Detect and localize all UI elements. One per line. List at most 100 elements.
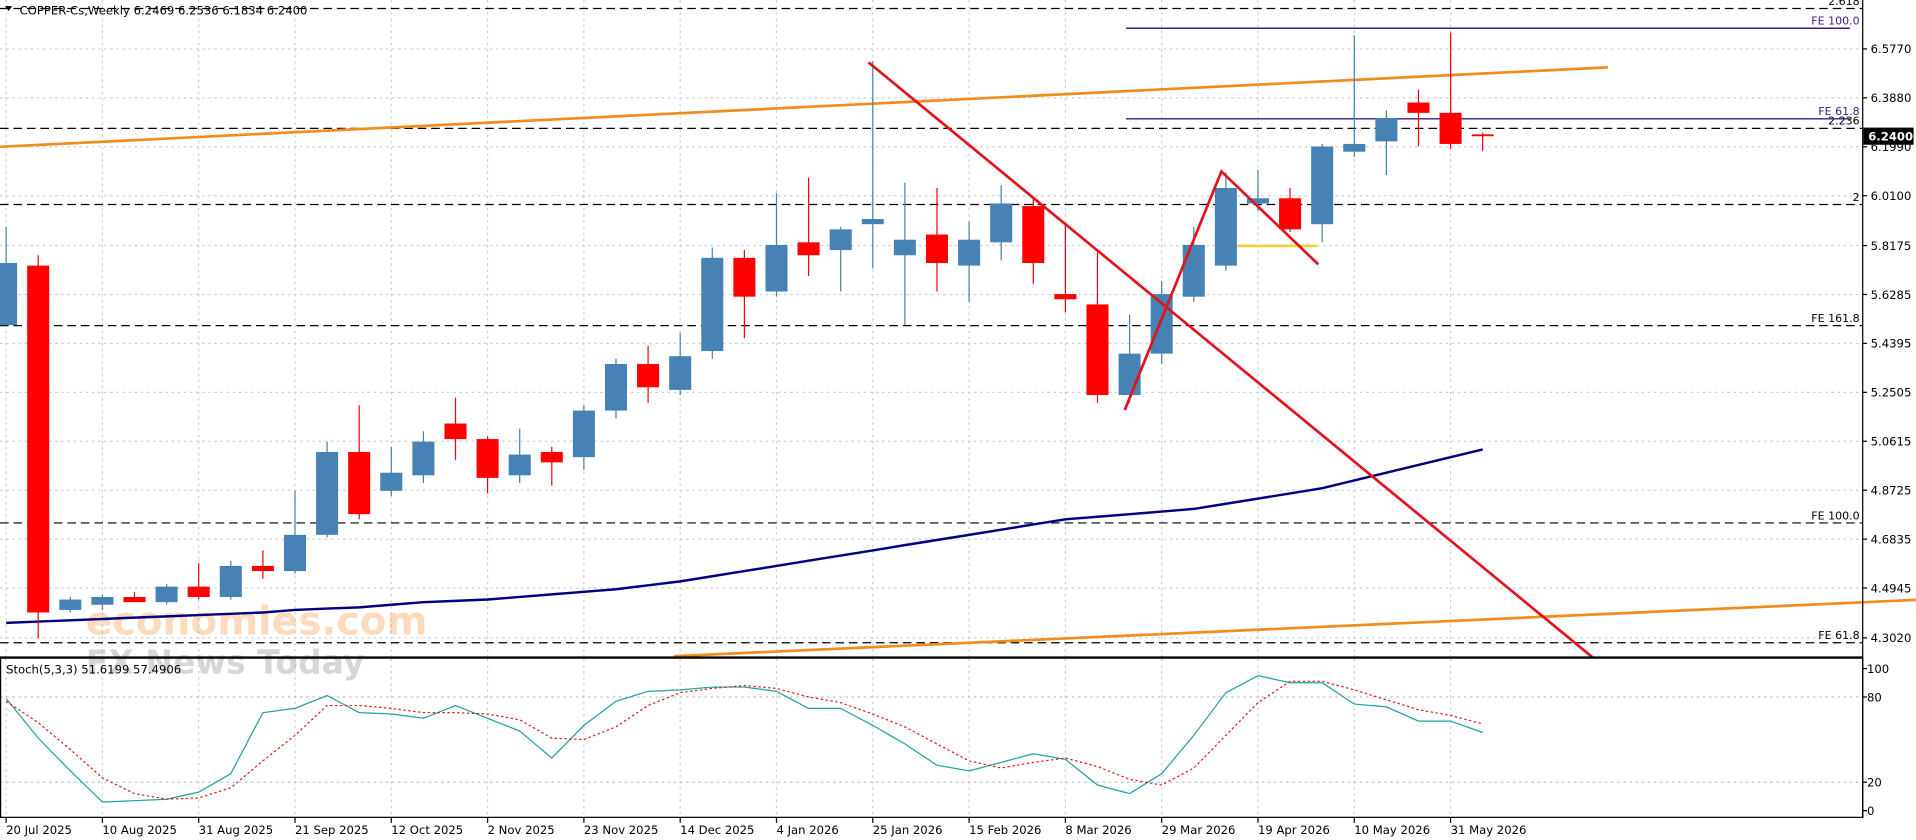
candle-body <box>1279 198 1302 230</box>
candle-body <box>637 363 660 388</box>
candle-body <box>861 219 884 225</box>
y-tick-label: 6.3880 <box>1871 91 1912 105</box>
moving-average <box>6 448 1483 625</box>
stoch-line <box>5 680 1483 800</box>
main-layer: 6.57706.38806.19906.01005.81755.62855.43… <box>0 0 1916 681</box>
trend-line <box>673 598 1916 658</box>
candle-body <box>1086 304 1109 396</box>
candle-body <box>251 565 274 572</box>
candle-body <box>1214 187 1237 266</box>
chart-title: COPPER-Cs,Weekly 6.2469 6.2536 6.1834 6.… <box>20 4 308 18</box>
stoch-title: Stoch(5,3,3) 51.6199 57.4906 <box>6 662 181 676</box>
candle-body <box>765 244 788 292</box>
watermark: FX News Today <box>86 642 365 681</box>
trend-line <box>867 61 1594 659</box>
candle-body <box>540 452 563 463</box>
y-tick-label: 5.2505 <box>1871 386 1912 400</box>
level-label: 2.236 <box>1828 115 1860 128</box>
candle-body <box>508 454 531 476</box>
x-tick-label: 21 Sep 2025 <box>295 823 369 837</box>
x-tick-label: 10 Aug 2025 <box>102 823 176 837</box>
candle-body <box>1246 198 1270 204</box>
candle-body <box>1471 134 1494 137</box>
last-price-label: 6.2400 <box>1868 129 1913 143</box>
x-tick-label: 20 Jul 2025 <box>6 823 72 837</box>
candle-body <box>829 229 852 251</box>
stoch-line <box>5 675 1483 803</box>
level-label: FE 161.8 <box>1811 312 1859 325</box>
candle-body <box>701 257 724 352</box>
x-tick-label: 31 May 2026 <box>1451 823 1527 837</box>
y-tick-label: 20 <box>1867 775 1882 789</box>
x-tick-label: 15 Feb 2026 <box>969 823 1041 837</box>
candle-body <box>1118 353 1141 396</box>
candle-body <box>1439 112 1462 144</box>
candle-body <box>1054 294 1077 300</box>
level-label: FE 61.8 <box>1818 105 1859 118</box>
candle-body <box>797 242 820 256</box>
menu-arrow <box>4 6 13 12</box>
candle-body <box>155 586 178 603</box>
y-tick-label: 100 <box>1867 662 1889 676</box>
candle-body <box>1375 118 1398 142</box>
candle-body <box>0 263 18 326</box>
y-tick-label: 5.0615 <box>1871 435 1912 449</box>
x-tick-label: 23 Nov 2025 <box>584 823 658 837</box>
y-tick-label: 0 <box>1867 804 1874 818</box>
candle-body <box>1343 143 1366 152</box>
stoch-layer: 20 Jul 2025 10 Aug 2025 31 Aug 2025 21 Sep … <box>5 662 1889 837</box>
stoch-panel-border <box>0 657 1864 818</box>
x-tick-label: 10 May 2026 <box>1354 823 1430 837</box>
candle-body <box>219 565 242 597</box>
level-label: 2 <box>1853 191 1860 204</box>
x-tick-label: 2 Nov 2025 <box>488 823 555 837</box>
candle-body <box>669 356 692 390</box>
candle-body <box>925 234 949 264</box>
candle-body <box>572 410 595 458</box>
y-tick-label: 5.4395 <box>1871 337 1912 351</box>
candle-body <box>348 452 371 515</box>
grid-layer <box>0 0 1863 818</box>
candle-body <box>412 441 435 476</box>
y-tick-label: 5.6285 <box>1871 288 1912 302</box>
x-tick-label: 14 Dec 2025 <box>680 823 754 837</box>
x-tick-label: 25 Jan 2026 <box>873 823 943 837</box>
candle-body <box>187 586 210 597</box>
candle-body <box>444 423 467 440</box>
candle-body <box>958 239 981 266</box>
candle-body <box>1022 206 1045 264</box>
y-tick-label: 4.8725 <box>1871 483 1912 497</box>
trend-line <box>1123 169 1320 411</box>
level-label: FE 61.8 <box>1818 629 1859 642</box>
candle-body <box>27 265 50 613</box>
y-tick-label: 4.6835 <box>1871 532 1912 546</box>
candle-body <box>59 599 82 610</box>
level-label: FE 100.0 <box>1811 509 1859 522</box>
level-label: FE 100.0 <box>1811 15 1859 28</box>
y-tick-label: 6.5770 <box>1871 42 1912 56</box>
candle-body <box>123 596 146 603</box>
candle-body <box>1407 102 1430 113</box>
trend-line <box>0 66 1608 149</box>
x-tick-label: 29 Mar 2026 <box>1162 823 1236 837</box>
x-tick-label: 8 Mar 2026 <box>1065 823 1131 837</box>
y-tick-label: 4.3020 <box>1871 631 1912 645</box>
y-tick-label: 6.0100 <box>1871 189 1912 203</box>
y-tick-label: 80 <box>1867 690 1882 704</box>
x-tick-label: 4 Jan 2026 <box>776 823 838 837</box>
candle-body <box>380 472 403 491</box>
y-tick-label: 5.8175 <box>1871 239 1912 253</box>
x-tick-label: 19 Apr 2026 <box>1258 823 1330 837</box>
candle-body <box>283 534 307 572</box>
candle-body <box>1311 146 1334 225</box>
candle-body <box>604 363 628 411</box>
candle-body <box>476 439 499 478</box>
candle-body <box>990 203 1013 243</box>
candle-body <box>316 452 339 535</box>
candle-body <box>91 596 114 605</box>
candle-body <box>1182 244 1205 297</box>
last-price-box <box>1863 127 1914 145</box>
